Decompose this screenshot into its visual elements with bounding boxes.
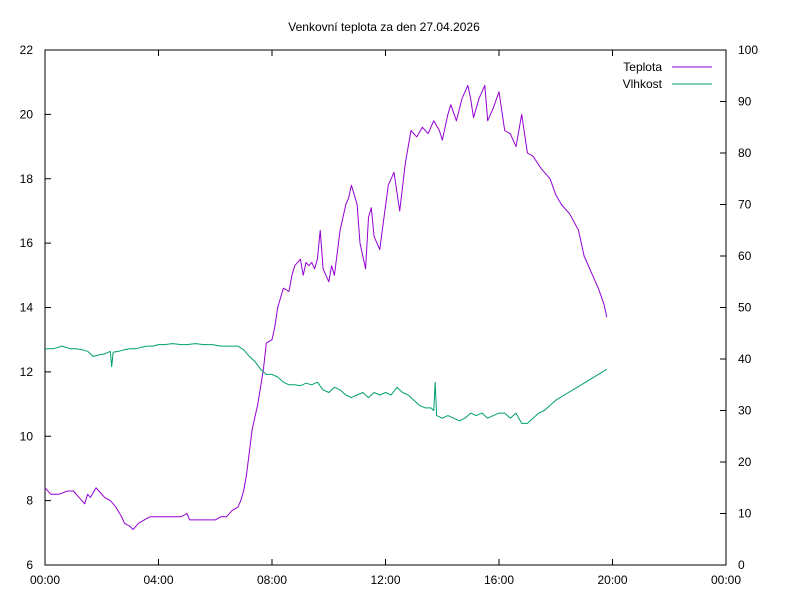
x-tick-label: 08:00 — [257, 573, 287, 587]
plot-frame — [44, 49, 727, 566]
y-right-tick-label: 40 — [738, 352, 752, 366]
y-right-tick-label: 0 — [738, 558, 745, 572]
y-right-tick-label: 80 — [738, 146, 752, 160]
y-left-tick-label: 12 — [20, 365, 34, 379]
y-right-tick-label: 10 — [738, 507, 752, 521]
series-line-teplota — [44, 84, 608, 531]
y-left-tick-label: 8 — [26, 494, 33, 508]
series-line-vlhkost — [45, 343, 608, 424]
axis-ticks — [44, 49, 727, 566]
x-tick-label: 04:00 — [143, 573, 173, 587]
legend-label: Vlhkost — [623, 77, 663, 91]
y-left-tick-label: 16 — [20, 236, 34, 250]
y-left-tick-label: 20 — [20, 107, 34, 121]
y-left-tick-label: 6 — [26, 558, 33, 572]
chart-title: Venkovní teplota za den 27.04.2026 — [288, 20, 480, 34]
y-right-tick-label: 30 — [738, 404, 752, 418]
series-lines — [44, 84, 608, 531]
y-right-tick-label: 60 — [738, 249, 752, 263]
y-left-tick-label: 18 — [20, 172, 34, 186]
legend-label: Teplota — [623, 60, 662, 74]
y-right-tick-label: 70 — [738, 198, 752, 212]
y-right-tick-label: 100 — [738, 43, 758, 57]
tick-labels: 00:00 04:00 08:00 12:00 16:00 20:00 00:0068101… — [20, 43, 759, 587]
y-left-tick-label: 10 — [20, 429, 34, 443]
y-left-tick-label: 22 — [20, 43, 34, 57]
y-right-tick-label: 90 — [738, 95, 752, 109]
x-tick-label: 16:00 — [484, 573, 514, 587]
x-tick-label: 20:00 — [597, 573, 627, 587]
y-right-tick-label: 20 — [738, 455, 752, 469]
x-tick-label: 00:00 — [30, 573, 60, 587]
x-tick-label: 00:00 — [711, 573, 741, 587]
y-left-tick-label: 14 — [20, 301, 34, 315]
x-tick-label: 12:00 — [370, 573, 400, 587]
legend: Teplota Vlhkost — [623, 60, 712, 91]
y-right-tick-label: 50 — [738, 301, 752, 315]
